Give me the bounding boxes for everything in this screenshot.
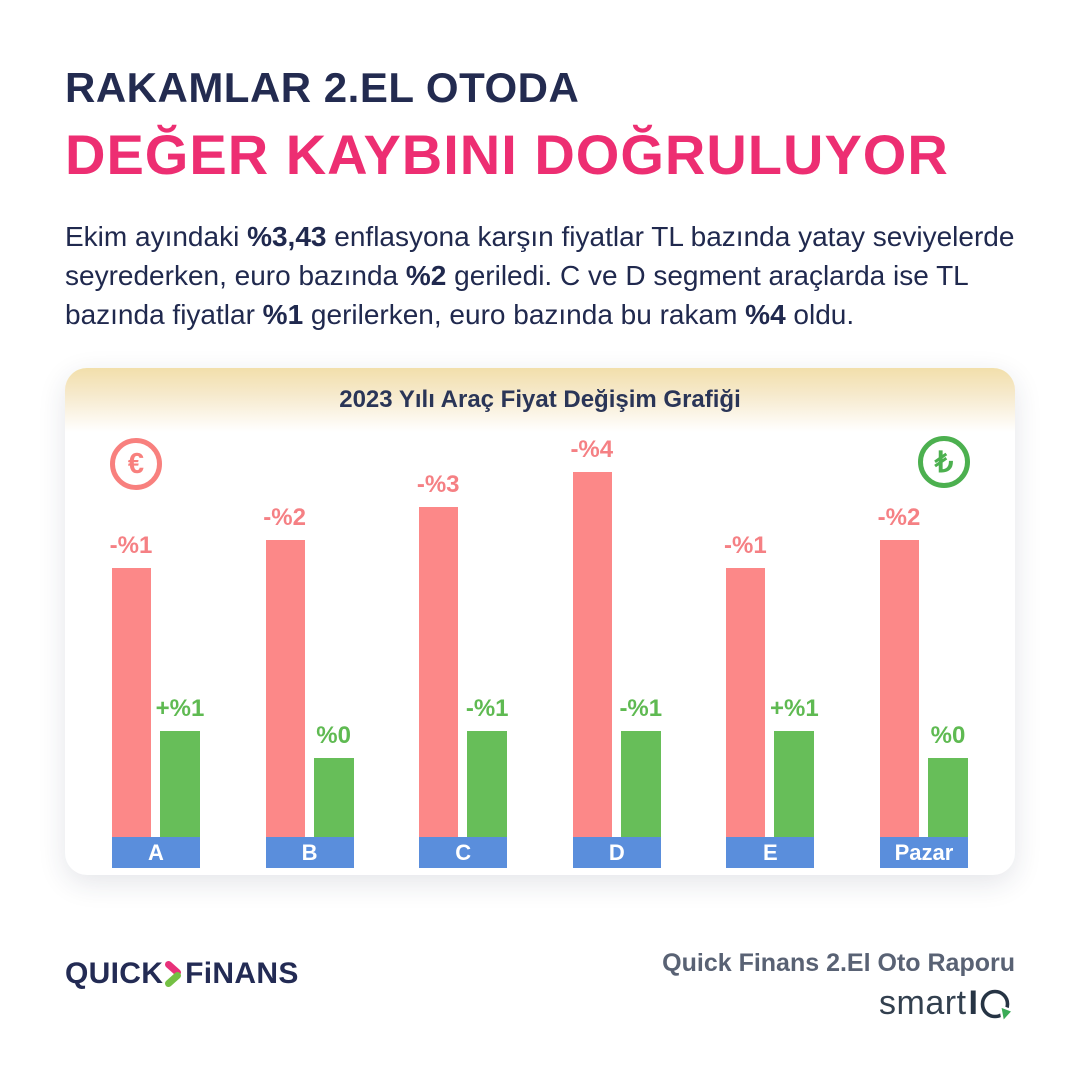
intro-text: oldu. — [785, 299, 855, 330]
intro-paragraph: Ekim ayındaki %3,43 enflasyona karşın fi… — [65, 217, 1015, 334]
tl-bar — [774, 731, 815, 837]
intro-highlight: %4 — [745, 299, 786, 330]
tl-bar — [313, 758, 354, 837]
intro-text: enflasyona karşın fiyatlar TL bazında ya… — [65, 221, 1015, 291]
bar-group-pazar: -%2 %0 Pazar — [877, 432, 968, 868]
euro-bar — [265, 540, 305, 837]
page-title-line2: DEĞER KAYBINI DOĞRULUYOR — [65, 123, 949, 186]
chart-body: € ₺ -%1 +%1 A -%2 %0 B -%3 -%1 C -%4 -%1 D -%1 +%1 E -%… — [65, 432, 1015, 875]
euro-value-label: -%2 — [263, 504, 306, 531]
intro-text: geriledi. C ve D segment araçlarda ise T… — [65, 260, 968, 330]
category-label-block: E — [726, 837, 815, 868]
euro-value-label: -%4 — [570, 436, 614, 463]
tl-value-label: -%1 — [465, 695, 509, 722]
bar-groups: -%1 +%1 A -%2 %0 B -%3 -%1 C -%4 -%1 D -%1 +%1 E -%2 %0 P… — [109, 432, 968, 868]
euro-bar — [726, 568, 766, 837]
smartiq-q-icon — [980, 989, 1015, 1023]
tl-value-label: -%1 — [619, 695, 663, 722]
tl-bar — [467, 731, 508, 837]
category-label-block: C — [419, 837, 508, 868]
quick-finans-logo: QUICK FiNANS — [65, 957, 299, 991]
report-title: Quick Finans 2.El Oto Raporu — [662, 949, 1015, 977]
category-label: A — [148, 839, 164, 865]
bar-group-a: -%1 +%1 A — [109, 432, 204, 868]
chart-card-header: 2023 Yılı Araç Fiyat Değişim Grafiği — [65, 368, 1015, 432]
intro-highlight: %3,43 — [247, 221, 327, 252]
footer-right: Quick Finans 2.El Oto Raporu smart I — [662, 949, 1015, 1023]
bar-group-c: -%3 -%1 C — [416, 432, 509, 868]
category-label-block: A — [112, 837, 200, 868]
bar-group-b: -%2 %0 B — [263, 432, 354, 868]
bar-group-e: -%1 +%1 E — [724, 432, 819, 868]
euro-value-label: -%2 — [877, 504, 921, 531]
tl-bar — [620, 731, 661, 837]
intro-highlight: %2 — [405, 260, 447, 291]
bar-group-d: -%4 -%1 D — [570, 432, 663, 868]
tl-value-label: %0 — [930, 722, 966, 749]
intro-highlight: %1 — [262, 299, 304, 330]
smartiq-i: I — [968, 984, 978, 1022]
euro-value-label: -%3 — [416, 471, 460, 498]
turkish-lira-icon: ₺ — [918, 436, 970, 488]
brand-chevron-icon — [165, 961, 182, 987]
euro-value-label: -%1 — [724, 532, 767, 559]
tl-bar — [927, 758, 968, 837]
smartiq-logo: smart I — [662, 984, 1015, 1023]
euro-icon: € — [110, 438, 162, 490]
euro-value-label: -%1 — [109, 532, 153, 559]
euro-bar — [572, 472, 612, 837]
category-label: E — [763, 839, 778, 865]
euro-bar — [879, 540, 919, 837]
category-label: C — [455, 839, 472, 865]
tl-bar — [160, 731, 200, 837]
brand-finans: FiNANS — [185, 957, 299, 990]
intro-text: Ekim ayındaki — [65, 221, 248, 252]
tl-value-label: +%1 — [770, 695, 819, 722]
chart-title: 2023 Yılı Araç Fiyat Değişim Grafiği — [339, 386, 741, 413]
category-label-block: Pazar — [879, 837, 968, 868]
category-label: D — [608, 839, 625, 865]
tl-value-label: %0 — [316, 722, 351, 749]
euro-bar — [112, 568, 151, 837]
page: RAKAMLAR 2.EL OTODA DEĞER KAYBINI DOĞRUL… — [65, 64, 1015, 875]
euro-bar — [419, 507, 459, 837]
page-title-line1: RAKAMLAR 2.EL OTODA — [65, 64, 580, 111]
category-label: Pazar — [894, 839, 954, 865]
category-label: B — [301, 839, 318, 865]
smartiq-smart: smart — [879, 984, 967, 1022]
category-label-block: B — [265, 837, 354, 868]
tl-value-label: +%1 — [155, 695, 205, 722]
chart-card: 2023 Yılı Araç Fiyat Değişim Grafiği € ₺… — [65, 368, 1015, 875]
category-label-block: D — [572, 837, 661, 868]
brand-quick: QUICK — [65, 957, 164, 990]
intro-text: gerilerken, euro bazında bu rakam — [303, 299, 746, 330]
footer: QUICK FiNANS Quick Finans 2.El Oto Rapor… — [0, 949, 1080, 1023]
